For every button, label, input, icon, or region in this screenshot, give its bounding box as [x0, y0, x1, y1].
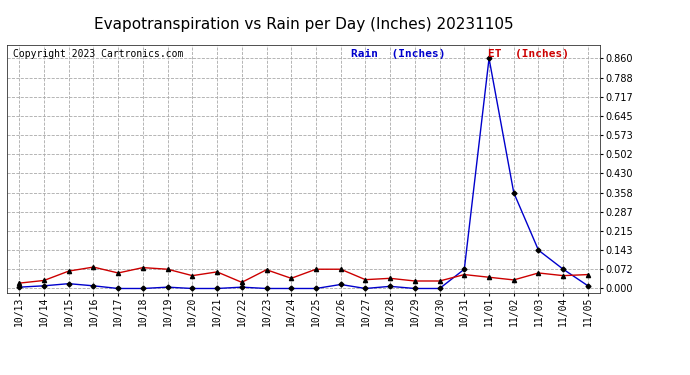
Text: ET  (Inches): ET (Inches) [488, 49, 569, 59]
Text: Rain  (Inches): Rain (Inches) [351, 49, 446, 59]
Text: Copyright 2023 Cartronics.com: Copyright 2023 Cartronics.com [13, 49, 184, 59]
Text: Evapotranspiration vs Rain per Day (Inches) 20231105: Evapotranspiration vs Rain per Day (Inch… [94, 17, 513, 32]
